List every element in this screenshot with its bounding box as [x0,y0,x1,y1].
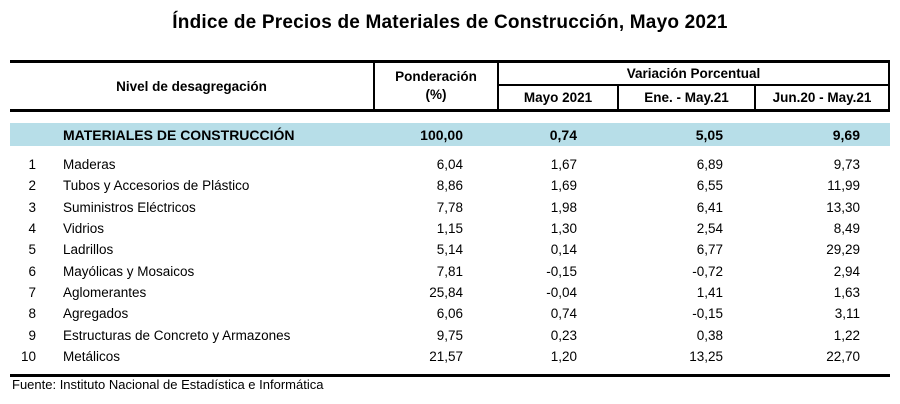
row-var-jun-may: 9,73 [833,157,860,173]
header-period-jan-may: Ene. - May.21 [619,86,756,109]
row-number: 7 [28,284,36,300]
header-weight-line2: (%) [425,87,447,102]
row-label: Agregados [63,306,129,322]
row-var-jun-may: 1,22 [833,327,860,343]
table-row: 4 Vidrios 1,15 1,30 2,54 8,49 [10,218,890,239]
table-body: 1 Maderas 6,04 1,67 6,89 9,73 2 Tubos y … [10,154,890,377]
row-var-jan-may: 2,54 [696,221,723,237]
table-row: 2 Tubos y Accesorios de Plástico 8,86 1,… [10,175,890,196]
row-label: Suministros Eléctricos [63,199,196,215]
table-row: 10 Metálicos 21,57 1,20 13,25 22,70 [10,346,890,367]
page-title: Índice de Precios de Materiales de Const… [172,12,728,33]
row-number: 10 [20,348,36,364]
header-variation-group: Variación Porcentual [499,63,890,86]
row-number: 3 [28,199,36,215]
table-row: 6 Mayólicas y Mosaicos 7,81 -0,15 -0,72 … [10,260,890,281]
row-var-may: -0,15 [546,263,577,279]
table-header: Nivel de desagregación Ponderación (%) V… [10,60,890,112]
row-var-jun-may: 2,94 [833,263,860,279]
row-number: 8 [28,306,36,322]
row-weight: 21,57 [429,348,463,364]
table-row: 8 Agregados 6,06 0,74 -0,15 3,11 [10,303,890,324]
row-weight: 7,78 [436,199,463,215]
row-var-jun-may: 11,99 [827,178,860,194]
row-var-jan-may: 6,41 [696,199,723,215]
row-number: 1 [28,157,36,173]
row-var-may: 1,20 [550,348,577,364]
row-number: 4 [28,221,36,237]
row-weight: 8,86 [436,178,463,194]
row-weight: 5,14 [436,242,463,258]
row-var-jan-may: 0,38 [696,327,723,343]
row-var-may: 0,14 [550,242,577,258]
total-row-label: MATERIALES DE CONSTRUCCIÓN [63,126,295,143]
header-period-may: Mayo 2021 [499,86,619,109]
row-var-jun-may: 13,30 [826,199,860,215]
row-var-jan-may: 6,77 [696,242,723,258]
row-weight: 25,84 [429,284,463,300]
row-number: 5 [28,242,36,258]
table-row: 7 Aglomerantes 25,84 -0,04 1,41 1,63 [10,282,890,303]
header-weight: Ponderación (%) [375,63,499,109]
row-var-may: 1,67 [550,157,577,173]
row-var-jan-may: -0,72 [692,263,723,279]
row-var-jan-may: 6,89 [696,157,723,173]
row-label: Estructuras de Concreto y Armazones [63,327,291,343]
row-var-jun-may: 29,29 [826,242,860,258]
table-row: 3 Suministros Eléctricos 7,78 1,98 6,41 … [10,197,890,218]
row-weight: 1,15 [436,221,463,237]
row-label: Ladrillos [63,242,114,258]
row-weight: 6,04 [436,157,463,173]
row-var-jan-may: 13,25 [689,348,723,364]
row-label: Metálicos [63,348,121,364]
price-index-table: Nivel de desagregación Ponderación (%) V… [10,60,890,377]
row-weight: 7,81 [436,263,463,279]
total-row-var-may: 0,74 [549,126,577,143]
source-note: Fuente: Instituto Nacional de Estadístic… [12,377,324,392]
row-var-jun-may: 1,63 [833,284,860,300]
table-row: 1 Maderas 6,04 1,67 6,89 9,73 [10,154,890,175]
row-var-may: 1,69 [550,178,577,194]
row-var-may: 1,98 [550,199,577,215]
row-var-may: -0,04 [546,284,577,300]
total-row-var-jan-may: 5,05 [695,126,723,143]
row-var-jun-may: 3,11 [834,306,860,322]
row-weight: 9,75 [436,327,463,343]
table-row: 9 Estructuras de Concreto y Armazones 9,… [10,324,890,345]
row-label: Maderas [63,157,116,173]
total-row-weight: 100,00 [420,126,463,143]
row-var-jan-may: -0,15 [692,306,723,322]
row-var-jan-may: 6,55 [696,178,723,194]
row-var-may: 0,74 [550,306,577,322]
row-label: Tubos y Accesorios de Plástico [63,178,250,194]
row-weight: 6,06 [436,306,463,322]
row-label: Aglomerantes [63,284,147,300]
row-var-jun-may: 8,49 [833,221,860,237]
header-weight-line1: Ponderación [395,69,477,85]
total-row-var-jun-may: 9,69 [832,126,860,143]
row-label: Vidrios [63,221,105,237]
row-var-may: 0,23 [550,327,577,343]
row-var-may: 1,30 [550,221,577,237]
row-number: 2 [28,178,36,194]
table-row: 5 Ladrillos 5,14 0,14 6,77 29,29 [10,239,890,260]
row-number: 9 [28,327,36,343]
row-label: Mayólicas y Mosaicos [63,263,195,279]
row-var-jun-may: 22,70 [826,348,860,364]
row-var-jan-may: 1,41 [696,284,723,300]
total-row: MATERIALES DE CONSTRUCCIÓN 100,00 0,74 5… [10,123,890,146]
header-period-jun-may: Jun.20 - May.21 [756,86,890,109]
row-number: 6 [28,263,36,279]
header-level: Nivel de desagregación [10,63,375,109]
